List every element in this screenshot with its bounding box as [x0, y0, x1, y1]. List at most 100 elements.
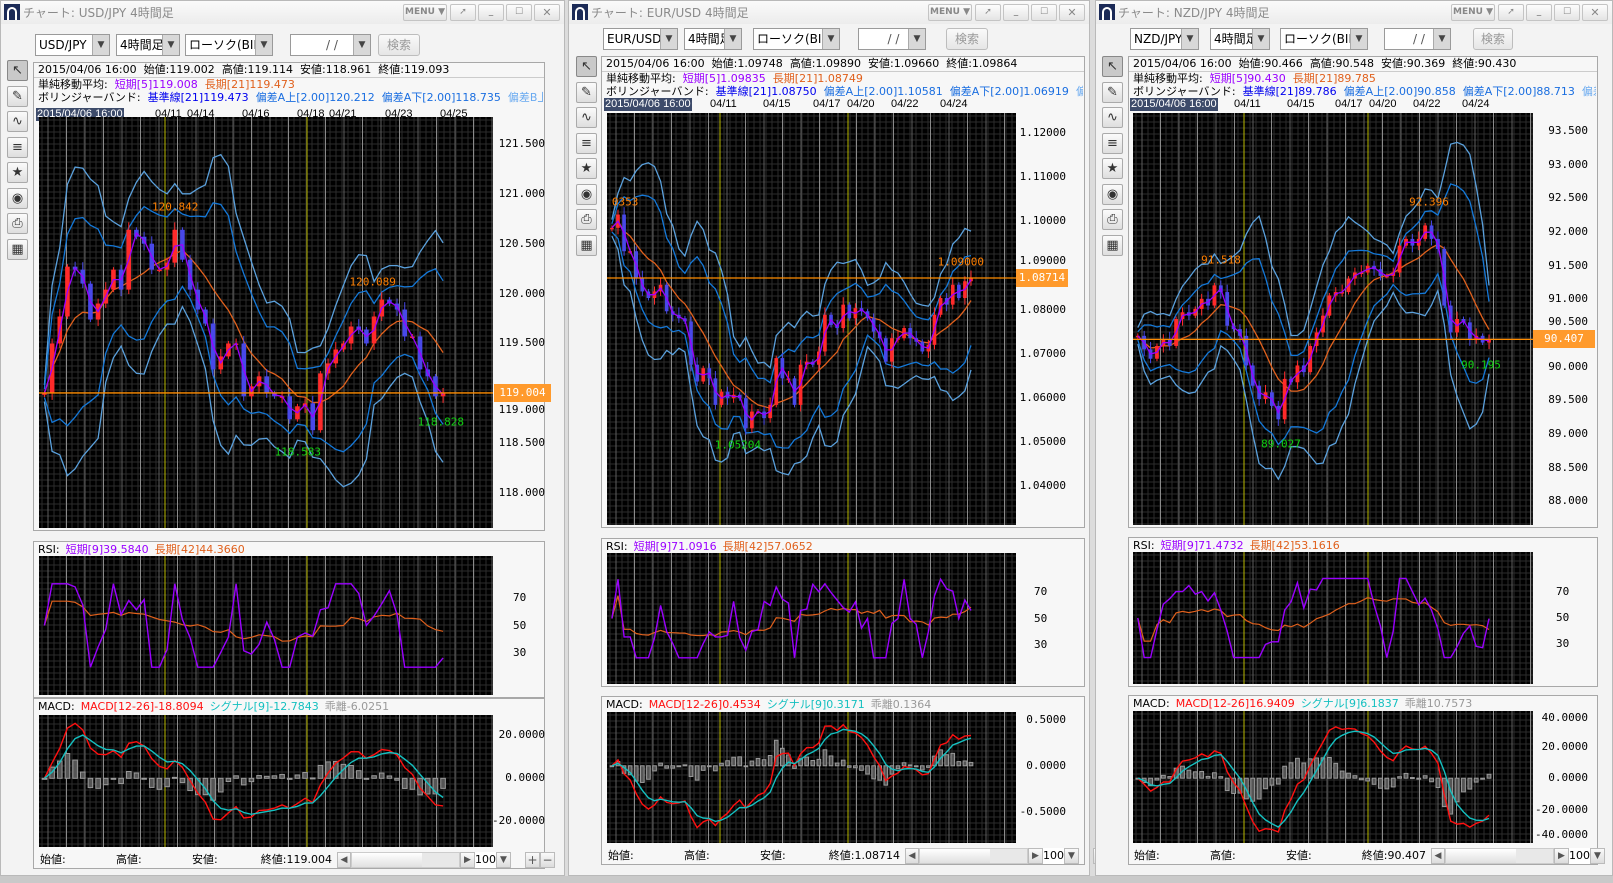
indicator-scale-tool-button[interactable]: ≡	[7, 136, 28, 158]
cursor-tool-button[interactable]: ↖	[1102, 56, 1123, 77]
title-bar[interactable]: チャート: USD/JPY 4時間足 MENU ▼ ➚ _ ☐ ✕	[1, 1, 564, 24]
pencil-tool-button[interactable]: ✎	[1102, 81, 1123, 103]
zoom-in-button[interactable]: +	[525, 852, 540, 868]
macd-chart[interactable]	[39, 715, 493, 847]
zoom-input[interactable]: 100	[1043, 848, 1064, 864]
rsi-chart[interactable]	[39, 556, 493, 695]
zoom-dropdown[interactable]: ▼	[1064, 848, 1079, 864]
menu-button[interactable]: MENU ▼	[928, 4, 972, 21]
macd-chart[interactable]	[1133, 711, 1533, 843]
chevron-down-icon[interactable]: ▼	[660, 29, 677, 49]
table-export-tool-button[interactable]: ▦	[576, 234, 597, 256]
chevron-down-icon[interactable]: ▼	[724, 29, 741, 49]
timeframe-select[interactable]: 4時間足 ▼	[1210, 28, 1270, 50]
printer-tool-button[interactable]: ⎙	[576, 209, 597, 230]
menu-button[interactable]: MENU ▼	[1451, 4, 1495, 21]
eye-tool-button[interactable]: ◉	[7, 187, 28, 209]
price-tick-label: 90.500	[1548, 315, 1588, 329]
symbols-tool-button[interactable]: ★	[1102, 158, 1123, 179]
symbol-select[interactable]: NZD/JPY ▼	[1130, 28, 1199, 50]
symbol-select[interactable]: EUR/USD ▼	[603, 28, 678, 50]
close-button[interactable]: ✕	[1059, 4, 1085, 21]
date-input[interactable]: / / ▼	[1384, 28, 1451, 50]
date-input[interactable]: / / ▼	[290, 34, 371, 56]
pencil-icon: ✎	[12, 88, 23, 104]
minimize-button[interactable]: _	[1526, 4, 1552, 21]
maximize-button[interactable]: ☐	[1031, 4, 1057, 21]
menu-button[interactable]: MENU ▼	[403, 4, 447, 21]
scrollbar-thumb[interactable]	[352, 853, 422, 867]
title-bar[interactable]: チャート: EUR/USD 4時間足 MENU ▼ ➚ _ ☐ ✕	[569, 1, 1089, 24]
line-chart-tool-button[interactable]: ∿	[7, 111, 28, 132]
search-button[interactable]: 検索	[1473, 28, 1513, 50]
minimize-button[interactable]: _	[478, 4, 504, 21]
zoom-input[interactable]: 100	[1569, 848, 1590, 864]
maximize-button[interactable]: ☐	[506, 4, 532, 21]
title-bar[interactable]: チャート: NZD/JPY 4時間足 MENU ▼ ➚ _ ☐ ✕	[1096, 1, 1612, 24]
search-button[interactable]: 検索	[946, 28, 988, 50]
table-export-tool-button[interactable]: ▦	[7, 238, 28, 260]
zoom-out-button[interactable]: −	[540, 852, 555, 868]
scroll-right-button[interactable]: ▶	[460, 852, 475, 868]
symbols-tool-button[interactable]: ★	[7, 162, 28, 183]
chevron-down-icon[interactable]: ▼	[822, 29, 839, 49]
chevron-down-icon[interactable]: ▼	[1350, 29, 1367, 49]
chevron-down-icon[interactable]: ▼	[255, 35, 272, 55]
symbol-select[interactable]: USD/JPY ▼	[35, 34, 110, 56]
table-export-tool-button[interactable]: ▦	[1102, 234, 1123, 256]
price-chart[interactable]	[1133, 113, 1533, 525]
macd-histogram-bar	[1358, 777, 1364, 781]
minimize-button[interactable]: _	[1003, 4, 1029, 21]
chart-type-select[interactable]: ローソク(BID) ▼	[753, 28, 840, 50]
price-chart[interactable]	[607, 113, 1016, 525]
printer-tool-button[interactable]: ⎙	[7, 213, 28, 234]
chevron-down-icon[interactable]: ▼	[1252, 29, 1269, 49]
chevron-down-icon[interactable]: ▼	[1433, 29, 1450, 49]
scroll-left-button[interactable]: ◀	[1431, 848, 1445, 864]
eye-tool-button[interactable]: ◉	[1102, 183, 1123, 205]
chevron-down-icon[interactable]: ▼	[908, 29, 925, 49]
timeframe-select[interactable]: 4時間足 ▼	[116, 34, 180, 56]
pin-button[interactable]: ➚	[1498, 4, 1524, 21]
line-chart-tool-button[interactable]: ∿	[1102, 107, 1123, 128]
pin-button[interactable]: ➚	[975, 4, 1001, 21]
indicator-scale-tool-button[interactable]: ≡	[1102, 132, 1123, 154]
zoom-dropdown[interactable]: ▼	[1590, 848, 1605, 864]
chart-type-select[interactable]: ローソク(BID) ▼	[185, 34, 273, 56]
maximize-button[interactable]: ☐	[1554, 4, 1580, 21]
rsi-chart[interactable]	[1133, 552, 1533, 684]
scroll-right-button[interactable]: ▶	[1028, 848, 1043, 864]
scrollbar-thumb[interactable]	[920, 849, 990, 863]
symbols-tool-button[interactable]: ★	[576, 158, 597, 179]
scrollbar-thumb[interactable]	[1446, 849, 1516, 863]
line-chart-tool-button[interactable]: ∿	[576, 107, 597, 128]
date-input[interactable]: / / ▼	[858, 28, 926, 50]
macd-chart[interactable]	[607, 712, 1016, 843]
search-button[interactable]: 検索	[378, 34, 420, 56]
chevron-down-icon[interactable]: ▼	[1181, 29, 1198, 49]
indicator-scale-tool-button[interactable]: ≡	[576, 132, 597, 154]
scroll-left-button[interactable]: ◀	[905, 848, 919, 864]
scroll-left-button[interactable]: ◀	[337, 852, 351, 868]
zoom-input[interactable]: 100	[475, 852, 496, 868]
close-button[interactable]: ✕	[534, 4, 560, 21]
cursor-tool-button[interactable]: ↖	[576, 56, 597, 77]
printer-tool-button[interactable]: ⎙	[1102, 209, 1123, 230]
price-chart[interactable]	[39, 117, 493, 528]
price-tick-label: 93.500	[1548, 124, 1588, 138]
chevron-down-icon[interactable]: ▼	[353, 35, 370, 55]
scroll-right-button[interactable]: ▶	[1554, 848, 1569, 864]
zoom-dropdown[interactable]: ▼	[496, 852, 511, 868]
close-button[interactable]: ✕	[1582, 4, 1608, 21]
chevron-down-icon[interactable]: ▼	[92, 35, 109, 55]
pencil-tool-button[interactable]: ✎	[576, 81, 597, 103]
timeframe-select[interactable]: 4時間足 ▼	[684, 28, 742, 50]
pencil-tool-button[interactable]: ✎	[7, 85, 28, 107]
chart-type-select[interactable]: ローソク(BID) ▼	[1280, 28, 1368, 50]
pin-button[interactable]: ➚	[450, 4, 476, 21]
chevron-down-icon[interactable]: ▼	[162, 35, 179, 55]
rsi-chart[interactable]	[607, 553, 1016, 684]
macd-label: MACD:	[606, 698, 643, 711]
eye-tool-button[interactable]: ◉	[576, 183, 597, 205]
cursor-tool-button[interactable]: ↖	[7, 60, 28, 81]
